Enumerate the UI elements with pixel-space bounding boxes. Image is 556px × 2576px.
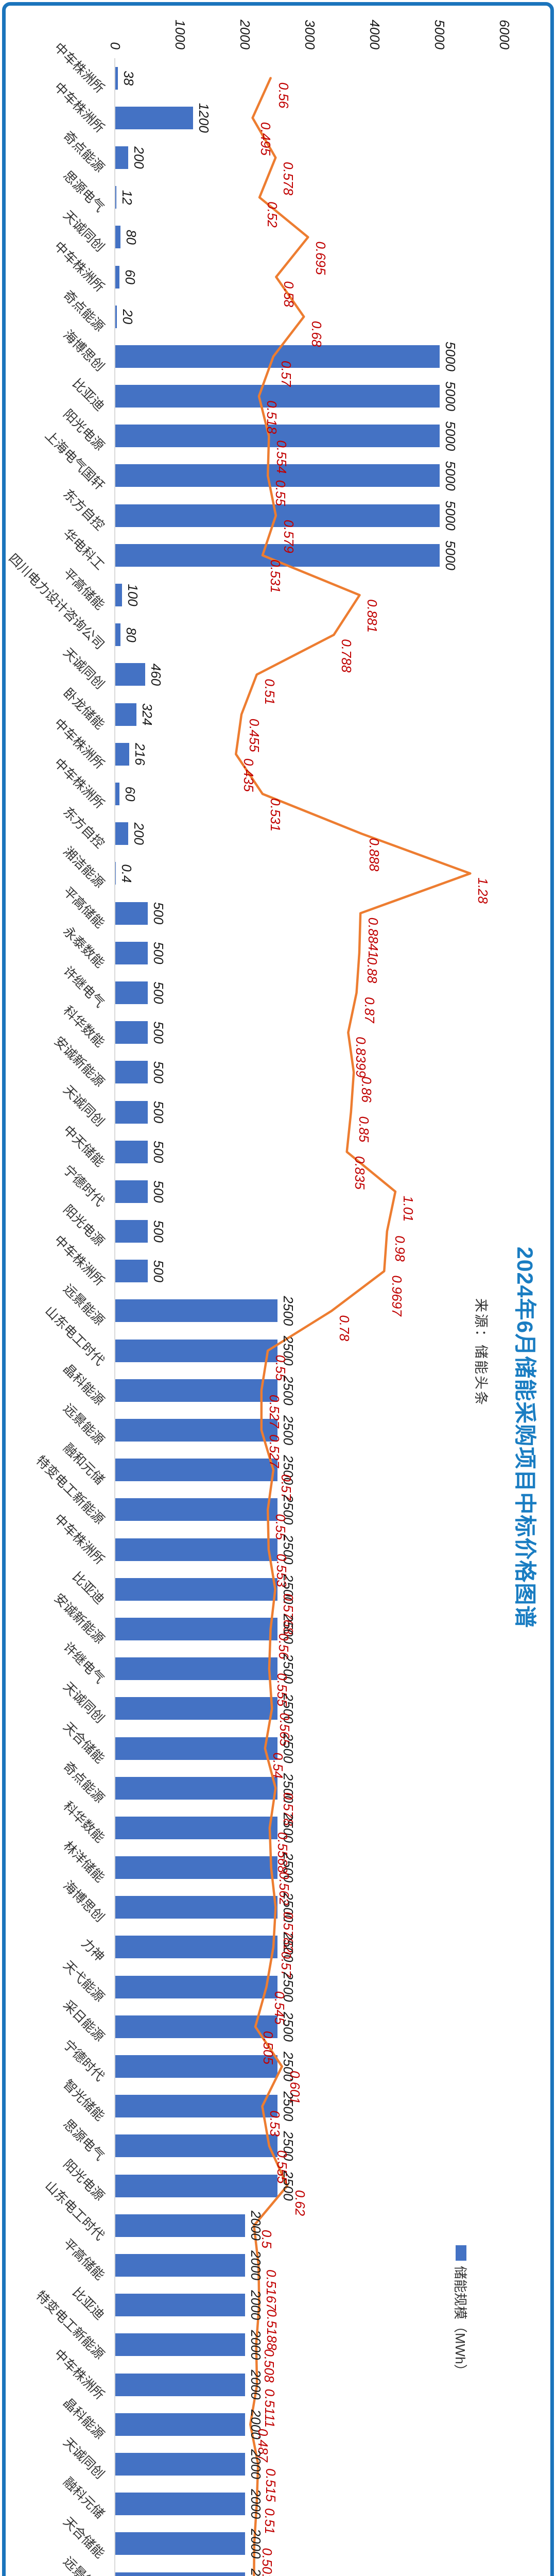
price-value-label: 0.788 xyxy=(339,639,355,673)
price-value-label: 0.56 xyxy=(275,82,291,109)
price-value-label: 1.28 xyxy=(475,877,491,904)
price-value-label: 0.78 xyxy=(337,1315,353,1342)
price-value-label: 0.8841 xyxy=(366,917,381,959)
price-value-label: 1.01 xyxy=(400,1195,416,1222)
price-value-label: 0.98 xyxy=(392,1235,408,1262)
price-value-label: 0.8399 xyxy=(353,1037,369,1078)
capacity-value-label: 2000 xyxy=(248,2543,264,2576)
price-value-label: 0.554 xyxy=(274,440,290,474)
capacity-value-label: 80 xyxy=(124,627,140,642)
price-value-label: 0.5111 xyxy=(262,2388,278,2428)
price-value-label: 0.87 xyxy=(361,996,377,1023)
price-value-label: 0.531 xyxy=(267,798,283,832)
capacity-value-label: 38 xyxy=(120,71,136,86)
price-value-label: 0.88 xyxy=(364,957,380,984)
price-value-label: 0.455 xyxy=(247,718,263,752)
price-value-label: 0.68 xyxy=(309,320,325,347)
price-value-label: 0.51 xyxy=(262,679,277,705)
capacity-value-label: 500 xyxy=(151,1260,166,1282)
price-value-label: 0.435 xyxy=(241,758,257,792)
price-value-label: 0.9697 xyxy=(389,1275,405,1316)
price-value-label: 0.578 xyxy=(281,161,297,196)
capacity-value-label: 0.4 xyxy=(119,864,135,883)
capacity-value-label: 20 xyxy=(119,309,135,325)
price-value-label: 0.518 xyxy=(264,400,280,434)
price-value-label: 0.579 xyxy=(281,519,297,553)
price-value-label: 0.888 xyxy=(367,838,383,872)
price-value-label: 0.58 xyxy=(281,281,297,308)
price-value-label: 0.57 xyxy=(279,360,294,387)
price-value-label: 0.505 xyxy=(260,2030,276,2064)
price-value-label: 0.495 xyxy=(257,122,273,156)
price-value-label: 0.695 xyxy=(313,241,329,275)
price-value-label: 0.531 xyxy=(267,559,283,593)
price-value-label: 0.835 xyxy=(352,1156,368,1190)
price-value-label: 0.515 xyxy=(263,2468,279,2502)
price-value-label: 0.51 xyxy=(262,2508,277,2534)
price-value-label: 0.5188 xyxy=(264,2309,280,2350)
price-value-label: 0.62 xyxy=(292,2190,308,2216)
price-value-label: 0.881 xyxy=(364,599,380,633)
price-value-label: 0.86 xyxy=(359,1076,375,1103)
capacity-value-label: 5000 xyxy=(443,540,458,570)
price-value-label: 0.52 xyxy=(265,201,281,228)
price-value-label: 0.5167 xyxy=(264,2269,280,2311)
price-value-label: 0.85 xyxy=(356,1116,372,1143)
price-value-label: 0.55 xyxy=(273,480,289,506)
capacity-value-label: 1200 xyxy=(196,103,212,133)
